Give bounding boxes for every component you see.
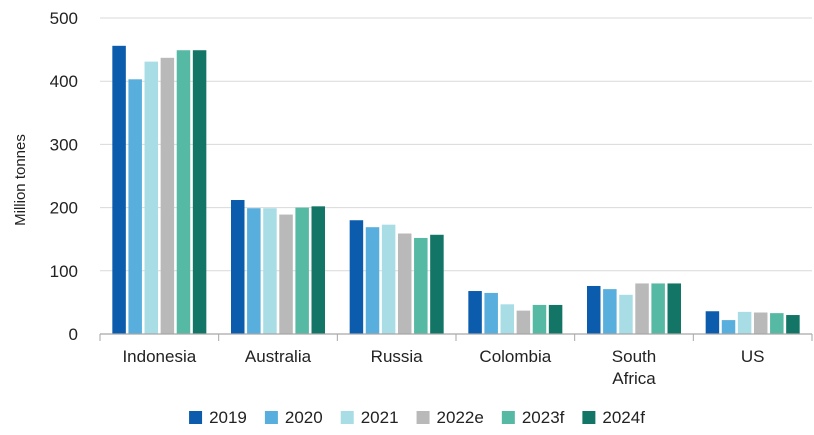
bar (398, 234, 412, 334)
bar (668, 283, 682, 334)
legend-item: 2020 (265, 408, 323, 427)
legend-label: 2020 (285, 408, 323, 427)
bar (231, 200, 245, 334)
bars (112, 46, 799, 334)
legend-label: 2023f (522, 408, 565, 427)
bar (295, 208, 309, 334)
bar (484, 293, 498, 334)
y-axis-ticks: 0 100 200 300 400 500 (50, 9, 78, 344)
legend-swatch (341, 411, 354, 424)
bar (350, 220, 364, 334)
bar (770, 313, 784, 334)
y-tick-label: 0 (69, 325, 78, 344)
legend-item: 2023f (502, 408, 565, 427)
bar (549, 305, 563, 334)
bar (722, 320, 736, 334)
legend-swatch (502, 411, 515, 424)
bar (501, 304, 515, 334)
legend-swatch (189, 411, 202, 424)
bar (603, 289, 617, 334)
bar (382, 225, 396, 334)
legend-label: 2024f (602, 408, 645, 427)
x-category-label: Australia (245, 347, 312, 366)
x-category-label: Colombia (479, 347, 551, 366)
bar (635, 283, 649, 334)
bar (517, 311, 531, 334)
legend-item: 2024f (582, 408, 645, 427)
bar (312, 206, 326, 334)
x-category-label: US (741, 347, 765, 366)
y-tick-label: 400 (50, 72, 78, 91)
x-category-label: Africa (612, 369, 656, 388)
x-category-label: Indonesia (122, 347, 196, 366)
legend-swatch (417, 411, 430, 424)
legend-label: 2021 (361, 408, 399, 427)
bar (145, 62, 159, 334)
legend-item: 2019 (189, 408, 247, 427)
legend-swatch (582, 411, 595, 424)
bar (430, 235, 444, 334)
y-tick-label: 300 (50, 135, 78, 154)
bar (193, 50, 207, 334)
bar (786, 315, 800, 334)
bar (738, 312, 752, 334)
bar (177, 50, 191, 334)
x-axis-labels: Indonesia Australia Russia Colombia South Afr… (122, 347, 764, 388)
legend-item: 2021 (341, 408, 399, 427)
x-axis (100, 334, 812, 341)
bar (587, 286, 601, 334)
legend-item: 2022e (417, 408, 484, 427)
bar (468, 291, 482, 334)
bar (279, 215, 293, 334)
bar (366, 227, 380, 334)
legend-label: 2022e (437, 408, 484, 427)
bar (533, 305, 547, 334)
legend-swatch (265, 411, 278, 424)
bar (651, 283, 665, 334)
y-tick-label: 500 (50, 9, 78, 28)
legend-label: 2019 (209, 408, 247, 427)
bar (247, 208, 261, 334)
y-tick-label: 100 (50, 262, 78, 281)
bar (706, 311, 720, 334)
legend: 2019 2020 2021 2022e 2023f 2024f (189, 408, 645, 427)
y-axis-title: Million tonnes (12, 134, 29, 226)
bar (161, 58, 175, 334)
x-category-label: South (612, 347, 656, 366)
bar (128, 79, 142, 334)
bar (414, 238, 428, 334)
gridlines (100, 18, 812, 271)
y-tick-label: 200 (50, 199, 78, 218)
x-category-label: Russia (371, 347, 424, 366)
bar (263, 208, 277, 334)
bar (112, 46, 126, 334)
bar (754, 313, 768, 334)
bar (619, 295, 633, 334)
